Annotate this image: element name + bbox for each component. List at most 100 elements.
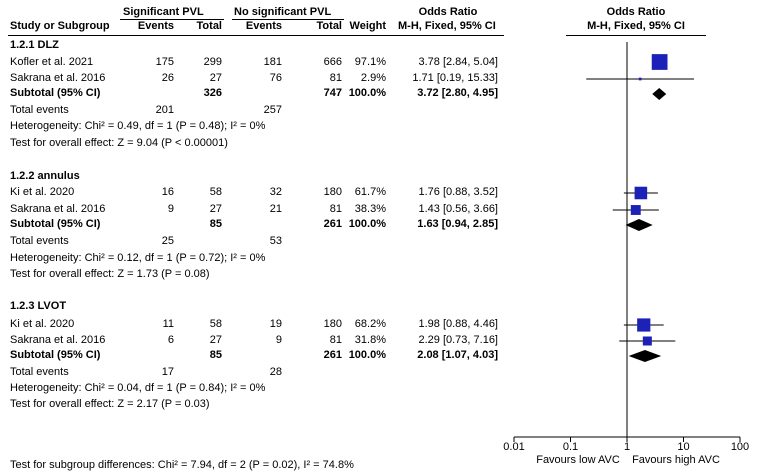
or-ci-cell: 1.63 [0.94, 2.85] bbox=[417, 218, 498, 230]
row-label: Sakrana et al. 2016 bbox=[10, 203, 106, 215]
events2-cell: 181 bbox=[263, 56, 282, 68]
weight-cell: 38.3% bbox=[354, 203, 386, 215]
study-marker bbox=[642, 336, 652, 346]
or-method-header: M-H, Fixed, 95% CI bbox=[398, 20, 496, 32]
events2-cell: 76 bbox=[269, 72, 282, 84]
events2-header: Events bbox=[245, 20, 282, 32]
events1-header: Events bbox=[137, 20, 174, 32]
or-ci-cell: 2.29 [0.73, 7.16] bbox=[418, 334, 498, 346]
total1-cell: 85 bbox=[209, 349, 222, 361]
row-label: Test for overall effect: Z = 9.04 (P < 0… bbox=[10, 137, 228, 149]
x-label-right: Favours high AVC bbox=[632, 454, 720, 466]
row-label: Test for overall effect: Z = 2.17 (P = 0… bbox=[10, 398, 210, 410]
row-label: Subtotal (95% CI) bbox=[10, 87, 101, 99]
row-label: Heterogeneity: Chi² = 0.12, df = 1 (P = … bbox=[10, 252, 266, 264]
weight-cell: 61.7% bbox=[354, 186, 386, 198]
events1-cell: 17 bbox=[161, 366, 174, 378]
weight-cell: 97.1% bbox=[354, 56, 386, 68]
row-label: Ki et al. 2020 bbox=[10, 318, 75, 330]
total1-cell: 299 bbox=[203, 56, 222, 68]
study-column-header: Study or Subgroup bbox=[10, 20, 110, 32]
study-marker bbox=[638, 77, 642, 81]
x-tick-label: 0.01 bbox=[503, 441, 524, 453]
study-marker bbox=[630, 205, 641, 215]
weight-cell: 100.0% bbox=[348, 218, 386, 230]
or-ci-cell: 1.76 [0.88, 3.52] bbox=[418, 186, 498, 198]
x-tick-label: 10 bbox=[677, 441, 689, 453]
total2-cell: 666 bbox=[323, 56, 342, 68]
row-label: 1.2.3 LVOT bbox=[10, 300, 67, 312]
row-label: Subtotal (95% CI) bbox=[10, 349, 101, 361]
odds-ratio-header: Odds Ratio bbox=[418, 6, 478, 18]
total1-header: Total bbox=[196, 20, 222, 32]
or-ci-cell: 1.98 [0.88, 4.46] bbox=[418, 318, 498, 330]
header-rule bbox=[8, 35, 504, 36]
row-label: 1.2.1 DLZ bbox=[10, 39, 59, 51]
x-tick-label: 1 bbox=[624, 441, 630, 453]
events2-cell: 9 bbox=[275, 334, 282, 346]
subgroup-test: Test for subgroup differences: Chi² = 7.… bbox=[10, 459, 354, 471]
events2-cell: 32 bbox=[269, 186, 282, 198]
row-label: Kofler et al. 2021 bbox=[10, 56, 94, 68]
row-label: Test for overall effect: Z = 1.73 (P = 0… bbox=[10, 268, 210, 280]
weight-cell: 31.8% bbox=[354, 334, 386, 346]
total2-cell: 747 bbox=[323, 87, 342, 99]
total1-cell: 85 bbox=[209, 218, 222, 230]
subtotal-diamond bbox=[652, 88, 667, 100]
weight-cell: 100.0% bbox=[348, 87, 386, 99]
total2-cell: 81 bbox=[329, 334, 342, 346]
events1-cell: 9 bbox=[167, 203, 174, 215]
total2-cell: 180 bbox=[323, 186, 342, 198]
total1-cell: 58 bbox=[209, 186, 222, 198]
total2-cell: 180 bbox=[323, 318, 342, 330]
or-ci-cell: 3.72 [2.80, 4.95] bbox=[417, 87, 498, 99]
plot-title: Odds Ratio bbox=[606, 6, 666, 18]
x-label-left: Favours low AVC bbox=[536, 454, 620, 466]
total2-cell: 261 bbox=[323, 349, 342, 361]
events2-cell: 257 bbox=[263, 104, 282, 116]
group1-underline bbox=[120, 19, 224, 20]
total1-cell: 58 bbox=[209, 318, 222, 330]
total1-cell: 27 bbox=[209, 72, 222, 84]
total1-cell: 326 bbox=[203, 87, 222, 99]
events1-cell: 25 bbox=[161, 235, 174, 247]
total1-cell: 27 bbox=[209, 203, 222, 215]
events1-cell: 16 bbox=[161, 186, 174, 198]
group2-underline bbox=[232, 19, 344, 20]
row-label: Sakrana et al. 2016 bbox=[10, 334, 106, 346]
group2-header: No significant PVL bbox=[234, 6, 332, 18]
weight-header: Weight bbox=[349, 20, 386, 32]
row-label: Ki et al. 2020 bbox=[10, 186, 75, 198]
total2-cell: 261 bbox=[323, 218, 342, 230]
total2-cell: 81 bbox=[329, 72, 342, 84]
events1-cell: 6 bbox=[167, 334, 174, 346]
or-ci-cell: 2.08 [1.07, 4.03] bbox=[417, 349, 498, 361]
events1-cell: 11 bbox=[162, 318, 174, 330]
study-marker bbox=[637, 318, 651, 332]
plot-method-header: M-H, Fixed, 95% CI bbox=[587, 20, 685, 32]
row-label: Subtotal (95% CI) bbox=[10, 218, 101, 230]
row-label: Heterogeneity: Chi² = 0.49, df = 1 (P = … bbox=[10, 120, 266, 132]
weight-cell: 68.2% bbox=[354, 318, 386, 330]
total1-cell: 27 bbox=[209, 334, 222, 346]
or-ci-cell: 3.78 [2.84, 5.04] bbox=[418, 56, 498, 68]
row-label: Sakrana et al. 2016 bbox=[10, 72, 106, 84]
events1-cell: 26 bbox=[161, 72, 174, 84]
weight-cell: 100.0% bbox=[348, 349, 386, 361]
events2-cell: 28 bbox=[269, 366, 282, 378]
x-tick-label: 0.1 bbox=[563, 441, 578, 453]
group1-header: Significant PVL bbox=[123, 6, 204, 18]
study-marker bbox=[651, 54, 668, 70]
row-label: Heterogeneity: Chi² = 0.04, df = 1 (P = … bbox=[10, 382, 266, 394]
or-ci-cell: 1.71 [0.19, 15.33] bbox=[412, 72, 498, 84]
total2-header: Total bbox=[316, 20, 342, 32]
events2-cell: 21 bbox=[269, 203, 282, 215]
subtotal-diamond bbox=[628, 350, 662, 362]
weight-cell: 2.9% bbox=[360, 72, 386, 84]
x-tick-label: 100 bbox=[731, 441, 749, 453]
or-ci-cell: 1.43 [0.56, 3.66] bbox=[418, 203, 498, 215]
events1-cell: 175 bbox=[155, 56, 174, 68]
events1-cell: 201 bbox=[155, 104, 174, 116]
subtotal-diamond bbox=[625, 219, 653, 231]
